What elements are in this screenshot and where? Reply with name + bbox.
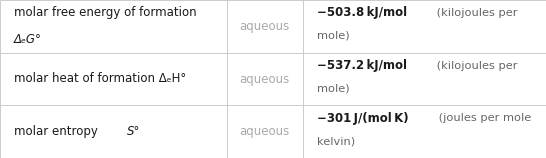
Text: S°: S° <box>127 125 140 138</box>
Text: −537.2 kJ/mol: −537.2 kJ/mol <box>317 59 407 72</box>
Text: aqueous: aqueous <box>240 20 290 33</box>
Text: (joules per mole: (joules per mole <box>435 113 531 123</box>
Text: molar free energy of formation: molar free energy of formation <box>14 6 196 19</box>
Text: molar heat of formation ΔₑH°: molar heat of formation ΔₑH° <box>14 73 186 85</box>
Text: aqueous: aqueous <box>240 73 290 85</box>
Text: kelvin): kelvin) <box>317 136 355 146</box>
Text: −301 J/(mol K): −301 J/(mol K) <box>317 112 408 125</box>
Text: ΔₑG°: ΔₑG° <box>14 33 41 46</box>
Text: mole): mole) <box>317 83 349 94</box>
Text: (kilojoules per: (kilojoules per <box>433 61 517 71</box>
Text: aqueous: aqueous <box>240 125 290 138</box>
Text: molar entropy: molar entropy <box>14 125 101 138</box>
Text: (kilojoules per: (kilojoules per <box>433 8 518 18</box>
Text: −503.8 kJ/mol: −503.8 kJ/mol <box>317 6 407 19</box>
Text: mole): mole) <box>317 31 349 41</box>
